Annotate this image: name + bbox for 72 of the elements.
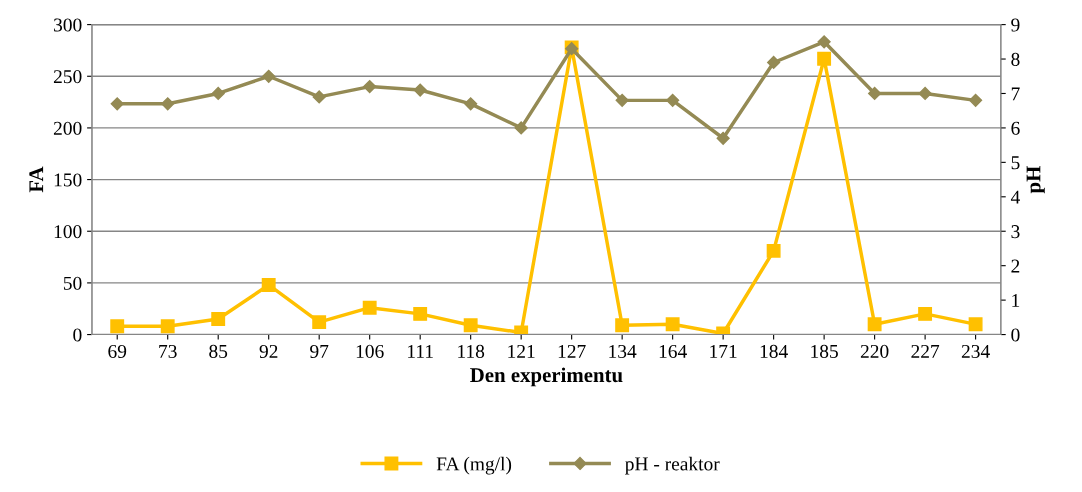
x-tick-label: 111	[408, 344, 433, 358]
point	[261, 278, 276, 292]
point	[817, 35, 831, 49]
point	[766, 243, 781, 258]
y2-tick-label: 6	[1011, 121, 1020, 135]
y2-tick-label: 3	[1011, 225, 1020, 239]
point	[716, 131, 730, 145]
x-tick-label: 85	[209, 344, 228, 358]
y2-tick-label: 1	[1012, 294, 1020, 307]
x-tick-label: 171	[710, 344, 737, 358]
x-tick-label: 118	[458, 344, 485, 358]
point	[918, 86, 932, 101]
point	[666, 93, 680, 107]
point	[867, 317, 882, 332]
y2-tick-label: 9	[1011, 18, 1020, 32]
y-tick-label: 50	[63, 276, 82, 290]
y2-tick-label: 7	[1011, 87, 1020, 101]
y2-tick-label: 0	[1011, 328, 1020, 342]
point	[918, 306, 933, 321]
point	[464, 97, 478, 111]
point	[363, 80, 377, 94]
point	[110, 319, 125, 334]
point	[868, 86, 882, 101]
y-tick-label: 300	[54, 18, 82, 32]
point	[615, 318, 630, 333]
point	[968, 317, 983, 332]
point	[161, 97, 175, 111]
x-tick-label: 97	[310, 344, 329, 358]
point	[262, 69, 276, 83]
y-tick-label: 250	[53, 70, 82, 84]
point	[312, 315, 327, 330]
x-tick-label: 185	[811, 344, 838, 358]
x-tick-label: 220	[860, 344, 889, 358]
x-tick-label: 184	[760, 344, 788, 358]
x-tick-label: 127	[558, 344, 586, 358]
x-tick-label: 121	[508, 344, 535, 358]
point	[514, 121, 528, 135]
x-tick-label: 73	[159, 344, 177, 358]
point	[817, 51, 832, 66]
point	[110, 97, 124, 111]
point	[615, 93, 629, 107]
x-axis-title: Den experimentu	[470, 367, 623, 387]
point	[413, 306, 428, 321]
y-tick-label: 100	[54, 225, 82, 239]
y2-axis-title: pH	[1026, 166, 1045, 194]
x-tick-label: 227	[911, 344, 940, 358]
point	[969, 93, 983, 107]
point	[463, 318, 478, 333]
x-tick-label: 164	[659, 344, 687, 358]
point	[665, 317, 680, 332]
point	[362, 300, 377, 315]
point	[413, 83, 427, 97]
y-tick-label: 200	[53, 121, 82, 135]
legend-label: pH - reaktor	[625, 456, 720, 475]
point	[211, 312, 226, 327]
x-tick-label: 106	[356, 344, 384, 358]
point	[160, 319, 175, 334]
point	[767, 55, 781, 70]
x-tick-label: 92	[259, 344, 278, 358]
y2-tick-label: 8	[1011, 52, 1020, 66]
y-axis-title: FA	[29, 166, 44, 193]
y2-tick-label: 5	[1011, 156, 1020, 170]
x-tick-label: 134	[609, 344, 637, 358]
y2-tick-label: 4	[1010, 190, 1020, 204]
y2-tick-label: 2	[1011, 259, 1020, 273]
y-tick-label: 150	[54, 173, 82, 187]
y-tick-label: 0	[73, 328, 82, 342]
x-tick-label: 234	[961, 344, 990, 358]
legend-label: FA (mg/l)	[436, 456, 512, 475]
point	[211, 86, 225, 101]
x-tick-label: 69	[108, 344, 127, 358]
point	[312, 90, 326, 104]
